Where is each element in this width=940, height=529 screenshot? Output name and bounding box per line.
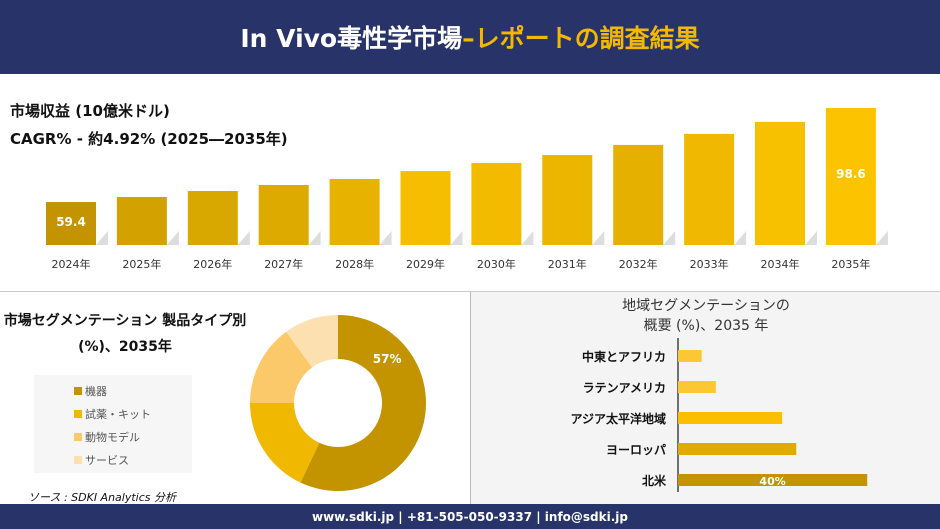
- bar-shadow: [237, 231, 250, 245]
- region-label: 北米: [642, 473, 667, 488]
- revenue-title: 市場収益 (10億米ドル): [10, 102, 170, 120]
- revenue-bar: [400, 171, 451, 245]
- legend-item: 動物モデル: [74, 425, 192, 448]
- legend-item: 試薬・キット: [74, 402, 192, 425]
- legend-label: 試薬・キット: [85, 407, 151, 421]
- region-bar: [678, 350, 702, 362]
- legend-label: 動物モデル: [85, 430, 140, 444]
- revenue-bar: [258, 185, 309, 245]
- donut-slice: [300, 315, 426, 491]
- revenue-bar: [471, 162, 522, 245]
- donut-slice: [286, 315, 338, 368]
- bar-shadow: [379, 231, 392, 245]
- cagr-text: CAGR% - 約4.92% (2025―2035年): [10, 130, 288, 148]
- year-label: 2028年: [335, 257, 374, 271]
- legend-item: 機器: [74, 379, 192, 402]
- year-label: 2027年: [264, 257, 303, 271]
- segment-title: 市場セグメンテーション 製品タイプ別 (%)、2035年: [3, 313, 247, 355]
- year-label: 2034年: [761, 257, 800, 271]
- bar-shadow: [308, 231, 321, 245]
- year-label: 2035年: [831, 257, 870, 271]
- revenue-bar: [187, 191, 238, 245]
- year-label: 2032年: [619, 257, 658, 271]
- donut-slice: [250, 403, 320, 483]
- slice-label: 57%: [373, 352, 402, 366]
- year-label: 2025年: [122, 257, 161, 271]
- legend-item: サービス: [74, 448, 192, 471]
- legend-swatch: [74, 409, 82, 418]
- bar-shadow: [805, 231, 817, 245]
- bar-value-label: 98.6: [836, 167, 866, 181]
- revenue-bar: [825, 107, 876, 246]
- source-note: ソース : SDKI Analytics 分析: [28, 491, 177, 504]
- title-accent: –レポートの調査結果: [462, 24, 700, 53]
- region-value-label: 40%: [759, 475, 785, 488]
- legend-label: サービス: [85, 453, 129, 467]
- bar-shadow: [592, 231, 605, 245]
- bar-shadow: [521, 231, 534, 245]
- bar-shadow: [875, 231, 888, 245]
- legend-swatch: [74, 455, 82, 464]
- region-bar: [678, 412, 783, 424]
- revenue-bar: [542, 155, 593, 245]
- year-label: 2026年: [193, 257, 232, 271]
- bar-shadow: [663, 231, 676, 245]
- legend-label: 機器: [85, 384, 107, 398]
- donut-slice: [250, 331, 313, 403]
- revenue-bar-chart: 2024年 59.4 2025年 2026年 2027年 2028年 2029年 2030年 2…: [46, 107, 888, 271]
- donut-legend: 機器試薬・キット 動物モデルサービス: [34, 375, 192, 473]
- bar-shadow: [96, 231, 108, 245]
- year-label: 2024年: [52, 257, 91, 271]
- header-banner: In Vivo毒性学市場 –レポートの調査結果: [0, 0, 940, 74]
- region-bar: [678, 381, 716, 393]
- region-title-line2: 概要 (%)、2035 年: [643, 318, 769, 334]
- region-label: アジア太平洋地域: [570, 411, 666, 426]
- region-label: 中東とアフリカ: [582, 349, 666, 364]
- region-label: ヨーロッパ: [606, 443, 666, 457]
- legend-swatch: [74, 386, 82, 395]
- product-donut-chart: 57%: [250, 315, 426, 491]
- bar-shadow: [450, 231, 463, 245]
- footer-contact: www.sdki.jp | +81-505-050-9337 | info@sd…: [0, 504, 940, 529]
- revenue-bar: [613, 144, 664, 245]
- region-bar: [678, 474, 868, 486]
- revenue-bar: [755, 121, 805, 245]
- region-bar: [678, 443, 797, 455]
- revenue-bar: [329, 179, 380, 245]
- year-label: 2033年: [690, 257, 729, 271]
- legend-swatch: [74, 432, 82, 441]
- region-label: ラテンアメリカ: [583, 381, 666, 395]
- revenue-bar: [116, 197, 167, 245]
- region-title-line1: 地域セグメンテーションの: [622, 298, 790, 314]
- year-label: 2031年: [548, 257, 587, 271]
- revenue-bar: [46, 202, 96, 245]
- title-main: In Vivo毒性学市場: [240, 24, 463, 53]
- region-title: 地域セグメンテーションの 概要 (%)、2035 年: [471, 296, 940, 336]
- revenue-bar: [684, 133, 735, 245]
- year-label: 2029年: [406, 257, 445, 271]
- divider: [0, 291, 940, 292]
- year-label: 2030年: [477, 257, 516, 271]
- bar-shadow: [166, 231, 179, 245]
- bar-shadow: [734, 231, 747, 245]
- bar-value-label: 59.4: [56, 215, 86, 229]
- region-panel: 地域セグメンテーションの 概要 (%)、2035 年 中東とアフリカ ラテンアメリカ…: [470, 292, 940, 504]
